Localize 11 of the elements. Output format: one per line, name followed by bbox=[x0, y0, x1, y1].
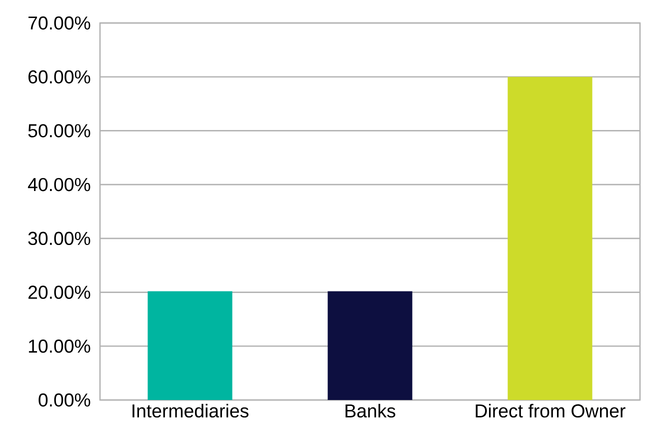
y-tick-label: 0.00% bbox=[38, 393, 90, 407]
y-tick-label: 20.00% bbox=[28, 286, 90, 299]
y-tick-label: 60.00% bbox=[28, 70, 90, 84]
y-tick-label: 10.00% bbox=[28, 340, 90, 353]
x-tick-label: Direct from Owner bbox=[476, 404, 626, 418]
x-tick-label: Intermediaries bbox=[132, 404, 248, 418]
y-tick-label: 40.00% bbox=[28, 178, 90, 192]
y-tick-label: 30.00% bbox=[28, 232, 90, 246]
y-tick-label: 50.00% bbox=[28, 124, 90, 138]
x-tick-label: Banks bbox=[346, 404, 396, 418]
y-tick-label: 70.00% bbox=[28, 16, 90, 30]
